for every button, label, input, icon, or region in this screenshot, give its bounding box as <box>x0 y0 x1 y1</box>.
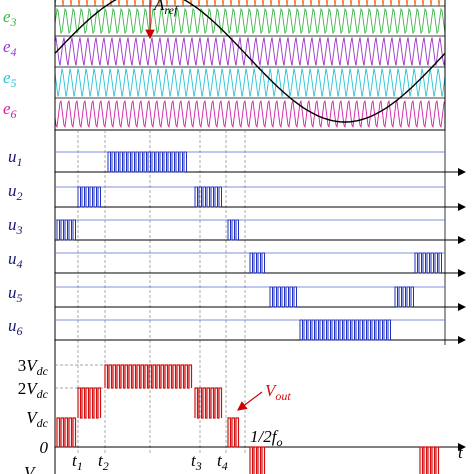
label-sub: ref <box>164 3 179 17</box>
label-coef: 2 <box>18 379 27 398</box>
label-base: V <box>26 408 39 427</box>
label-base: 1/2f <box>250 427 279 446</box>
level-label: 0 <box>40 438 49 457</box>
label-base: e <box>3 7 11 26</box>
label-coef: 3 <box>18 356 27 375</box>
label-sub: 6 <box>17 324 23 338</box>
label-sub: 3 <box>195 459 202 473</box>
time-label: t4 <box>217 451 228 473</box>
label-sub: dc <box>37 387 49 401</box>
time-label: t1 <box>72 451 83 473</box>
label-sub: out <box>275 389 291 403</box>
pwm-pulses <box>299 319 391 341</box>
pwm-pulses <box>194 186 222 208</box>
pwm-pulses <box>269 286 297 308</box>
label-sub: 5 <box>11 76 17 90</box>
pwm-pulses <box>227 219 239 241</box>
label-base: u <box>8 147 17 166</box>
label-base: e <box>3 68 11 87</box>
output-label: Vout <box>265 381 291 403</box>
signal-label: u1 <box>8 147 23 169</box>
label-sub: 4 <box>11 45 17 59</box>
level-label: Vdc <box>26 408 48 430</box>
label-sub: 3 <box>16 223 23 237</box>
label-sub: 2 <box>103 459 109 473</box>
label-base: A <box>153 0 165 14</box>
label-base: t <box>191 451 197 470</box>
pwm-pulses <box>77 186 101 208</box>
label-sub: 4 <box>17 257 23 271</box>
label-base: e <box>3 37 11 56</box>
label-sub: dc <box>37 364 49 378</box>
label-base: V <box>26 379 39 398</box>
carrier-wave <box>54 68 446 97</box>
label-base: t <box>98 451 104 470</box>
time-label: t3 <box>191 451 202 473</box>
label-sub: 4 <box>222 459 228 473</box>
carrier-label: e5 <box>3 68 17 90</box>
pwm-pulses <box>394 286 414 308</box>
label-sub: 5 <box>17 291 23 305</box>
label-base: 0 <box>40 438 49 457</box>
label-base: t <box>217 451 223 470</box>
pwm-pulses <box>107 151 187 173</box>
signal-label: u5 <box>8 283 23 305</box>
label-base: u <box>8 316 17 335</box>
carrier-label: e6 <box>3 99 17 121</box>
label-sub: 6 <box>11 107 17 121</box>
carrier-wave <box>54 37 446 66</box>
carrier-label: e3 <box>3 7 17 29</box>
cut-label: V <box>24 463 37 474</box>
label-base: u <box>8 181 17 200</box>
pwm-pulses <box>249 252 265 274</box>
signal-label: u4 <box>8 249 23 271</box>
carrier-label: e4 <box>3 37 17 59</box>
output-wave <box>56 364 440 474</box>
output-arrow <box>237 391 263 411</box>
pwm-pulses <box>56 219 76 241</box>
time-label: t2 <box>98 451 109 473</box>
level-label: 2Vdc <box>18 379 49 401</box>
label-base: V <box>26 356 39 375</box>
carrier-wave <box>54 99 446 129</box>
pwm-pulses <box>414 252 442 274</box>
label-sub: 2 <box>17 189 23 203</box>
label-sub: 3 <box>10 15 17 29</box>
label-base: e <box>3 99 11 118</box>
reference-label: Aref <box>153 0 179 17</box>
label-sub: dc <box>37 416 49 430</box>
label-base: t <box>72 451 78 470</box>
signal-label: u6 <box>8 316 23 338</box>
label-base: u <box>8 283 17 302</box>
signal-label: u2 <box>8 181 23 203</box>
carrier-wave <box>54 7 446 35</box>
label-sub: 1 <box>17 155 23 169</box>
label-base: V <box>265 381 278 400</box>
level-label: 3Vdc <box>18 356 49 378</box>
label-base: u <box>8 249 17 268</box>
half-period-label: 1/2fo <box>250 427 282 449</box>
label-base: u <box>8 215 17 234</box>
signal-label: u3 <box>8 215 23 237</box>
axis-label: t <box>458 443 464 462</box>
carrier-frame <box>54 0 446 131</box>
reference-wave <box>54 0 446 123</box>
label-sub: o <box>276 435 282 449</box>
label-sub: 1 <box>77 459 83 473</box>
